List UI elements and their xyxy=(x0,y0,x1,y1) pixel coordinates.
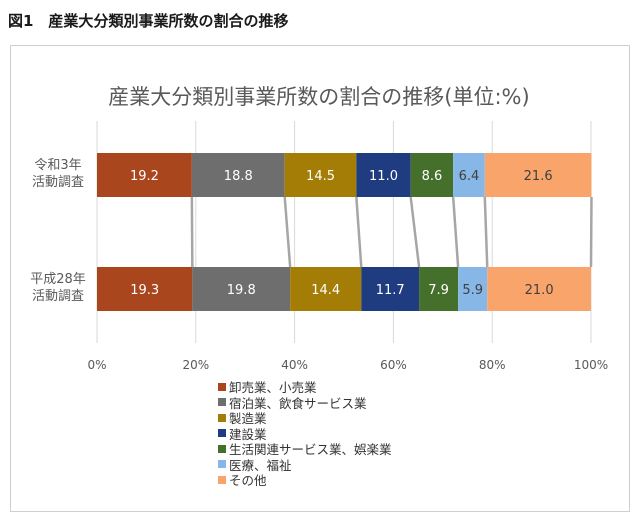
bar-segment xyxy=(356,153,411,197)
bar-segment xyxy=(97,267,193,311)
bar-segment xyxy=(484,153,592,197)
legend-item: 生活関連サービス業、娯楽業 xyxy=(218,441,392,457)
legend-label: 卸売業、小売業 xyxy=(229,380,317,396)
category-label: 令和3年活動調査 xyxy=(32,158,84,190)
series-connector xyxy=(483,196,489,268)
bar-segment xyxy=(191,153,285,197)
legend-item: その他 xyxy=(218,472,392,488)
legend-label: 生活関連サービス業、娯楽業 xyxy=(229,442,392,458)
legend-swatch xyxy=(218,398,226,407)
data-label: 19.3 xyxy=(130,283,159,298)
chart-legend: 卸売業、小売業 宿泊業、飲食サービス業 製造業 建設業 生活関連サービス業、娯楽業 医療、… xyxy=(218,379,392,488)
legend-swatch xyxy=(218,444,226,453)
category-label: 平成28年活動調査 xyxy=(30,272,86,304)
bar-segment xyxy=(361,267,420,311)
bar-segment xyxy=(97,153,192,197)
bar-segment xyxy=(419,267,459,311)
data-label: 21.0 xyxy=(525,283,554,298)
legend-label: 製造業 xyxy=(229,411,267,427)
legend-label: 医療、福祉 xyxy=(229,457,292,473)
legend-swatch xyxy=(218,460,226,469)
data-label: 7.9 xyxy=(428,283,449,298)
bar-segment xyxy=(410,153,454,197)
x-tick-label: 100% xyxy=(574,358,608,372)
legend-swatch xyxy=(218,429,226,438)
legend-item: 医療、福祉 xyxy=(218,457,392,473)
legend-swatch xyxy=(218,475,226,484)
bar-segment xyxy=(192,267,291,311)
bar-segment xyxy=(284,153,357,197)
series-connector xyxy=(283,196,292,268)
series-connector xyxy=(451,196,460,268)
data-label: 18.8 xyxy=(224,169,253,184)
data-label: 19.2 xyxy=(130,169,159,184)
figure-caption: 図1 産業大分類別事業所数の割合の推移 xyxy=(8,12,289,30)
legend-label: その他 xyxy=(229,473,267,489)
legend-item: 宿泊業、飲食サービス業 xyxy=(218,395,392,411)
data-label: 6.4 xyxy=(459,169,480,184)
data-label: 8.6 xyxy=(422,169,443,184)
legend-swatch xyxy=(218,413,226,422)
data-label: 21.6 xyxy=(524,169,553,184)
data-label: 11.7 xyxy=(376,283,405,298)
data-label: 14.5 xyxy=(306,169,335,184)
bar-segment xyxy=(458,267,488,311)
series-connector xyxy=(409,196,421,268)
x-tick-label: 20% xyxy=(182,358,209,372)
legend-item: 卸売業、小売業 xyxy=(218,379,392,395)
data-label: 5.9 xyxy=(462,283,483,298)
bar-segment xyxy=(453,153,485,197)
legend-label: 建設業 xyxy=(229,426,267,442)
data-label: 19.8 xyxy=(227,283,256,298)
data-label: 11.0 xyxy=(369,169,398,184)
x-tick-label: 80% xyxy=(479,358,506,372)
legend-item: 建設業 xyxy=(218,426,392,442)
x-tick-label: 60% xyxy=(380,358,407,372)
data-label: 14.4 xyxy=(311,283,340,298)
x-tick-label: 0% xyxy=(87,358,106,372)
legend-item: 製造業 xyxy=(218,410,392,426)
series-connector xyxy=(355,196,363,268)
legend-label: 宿泊業、飲食サービス業 xyxy=(229,395,367,411)
x-tick-label: 40% xyxy=(281,358,308,372)
bar-segment xyxy=(487,267,591,311)
bar-segment xyxy=(290,267,362,311)
legend-swatch xyxy=(218,382,226,391)
chart-title: 産業大分類別事業所数の割合の推移(単位:%) xyxy=(108,85,529,109)
